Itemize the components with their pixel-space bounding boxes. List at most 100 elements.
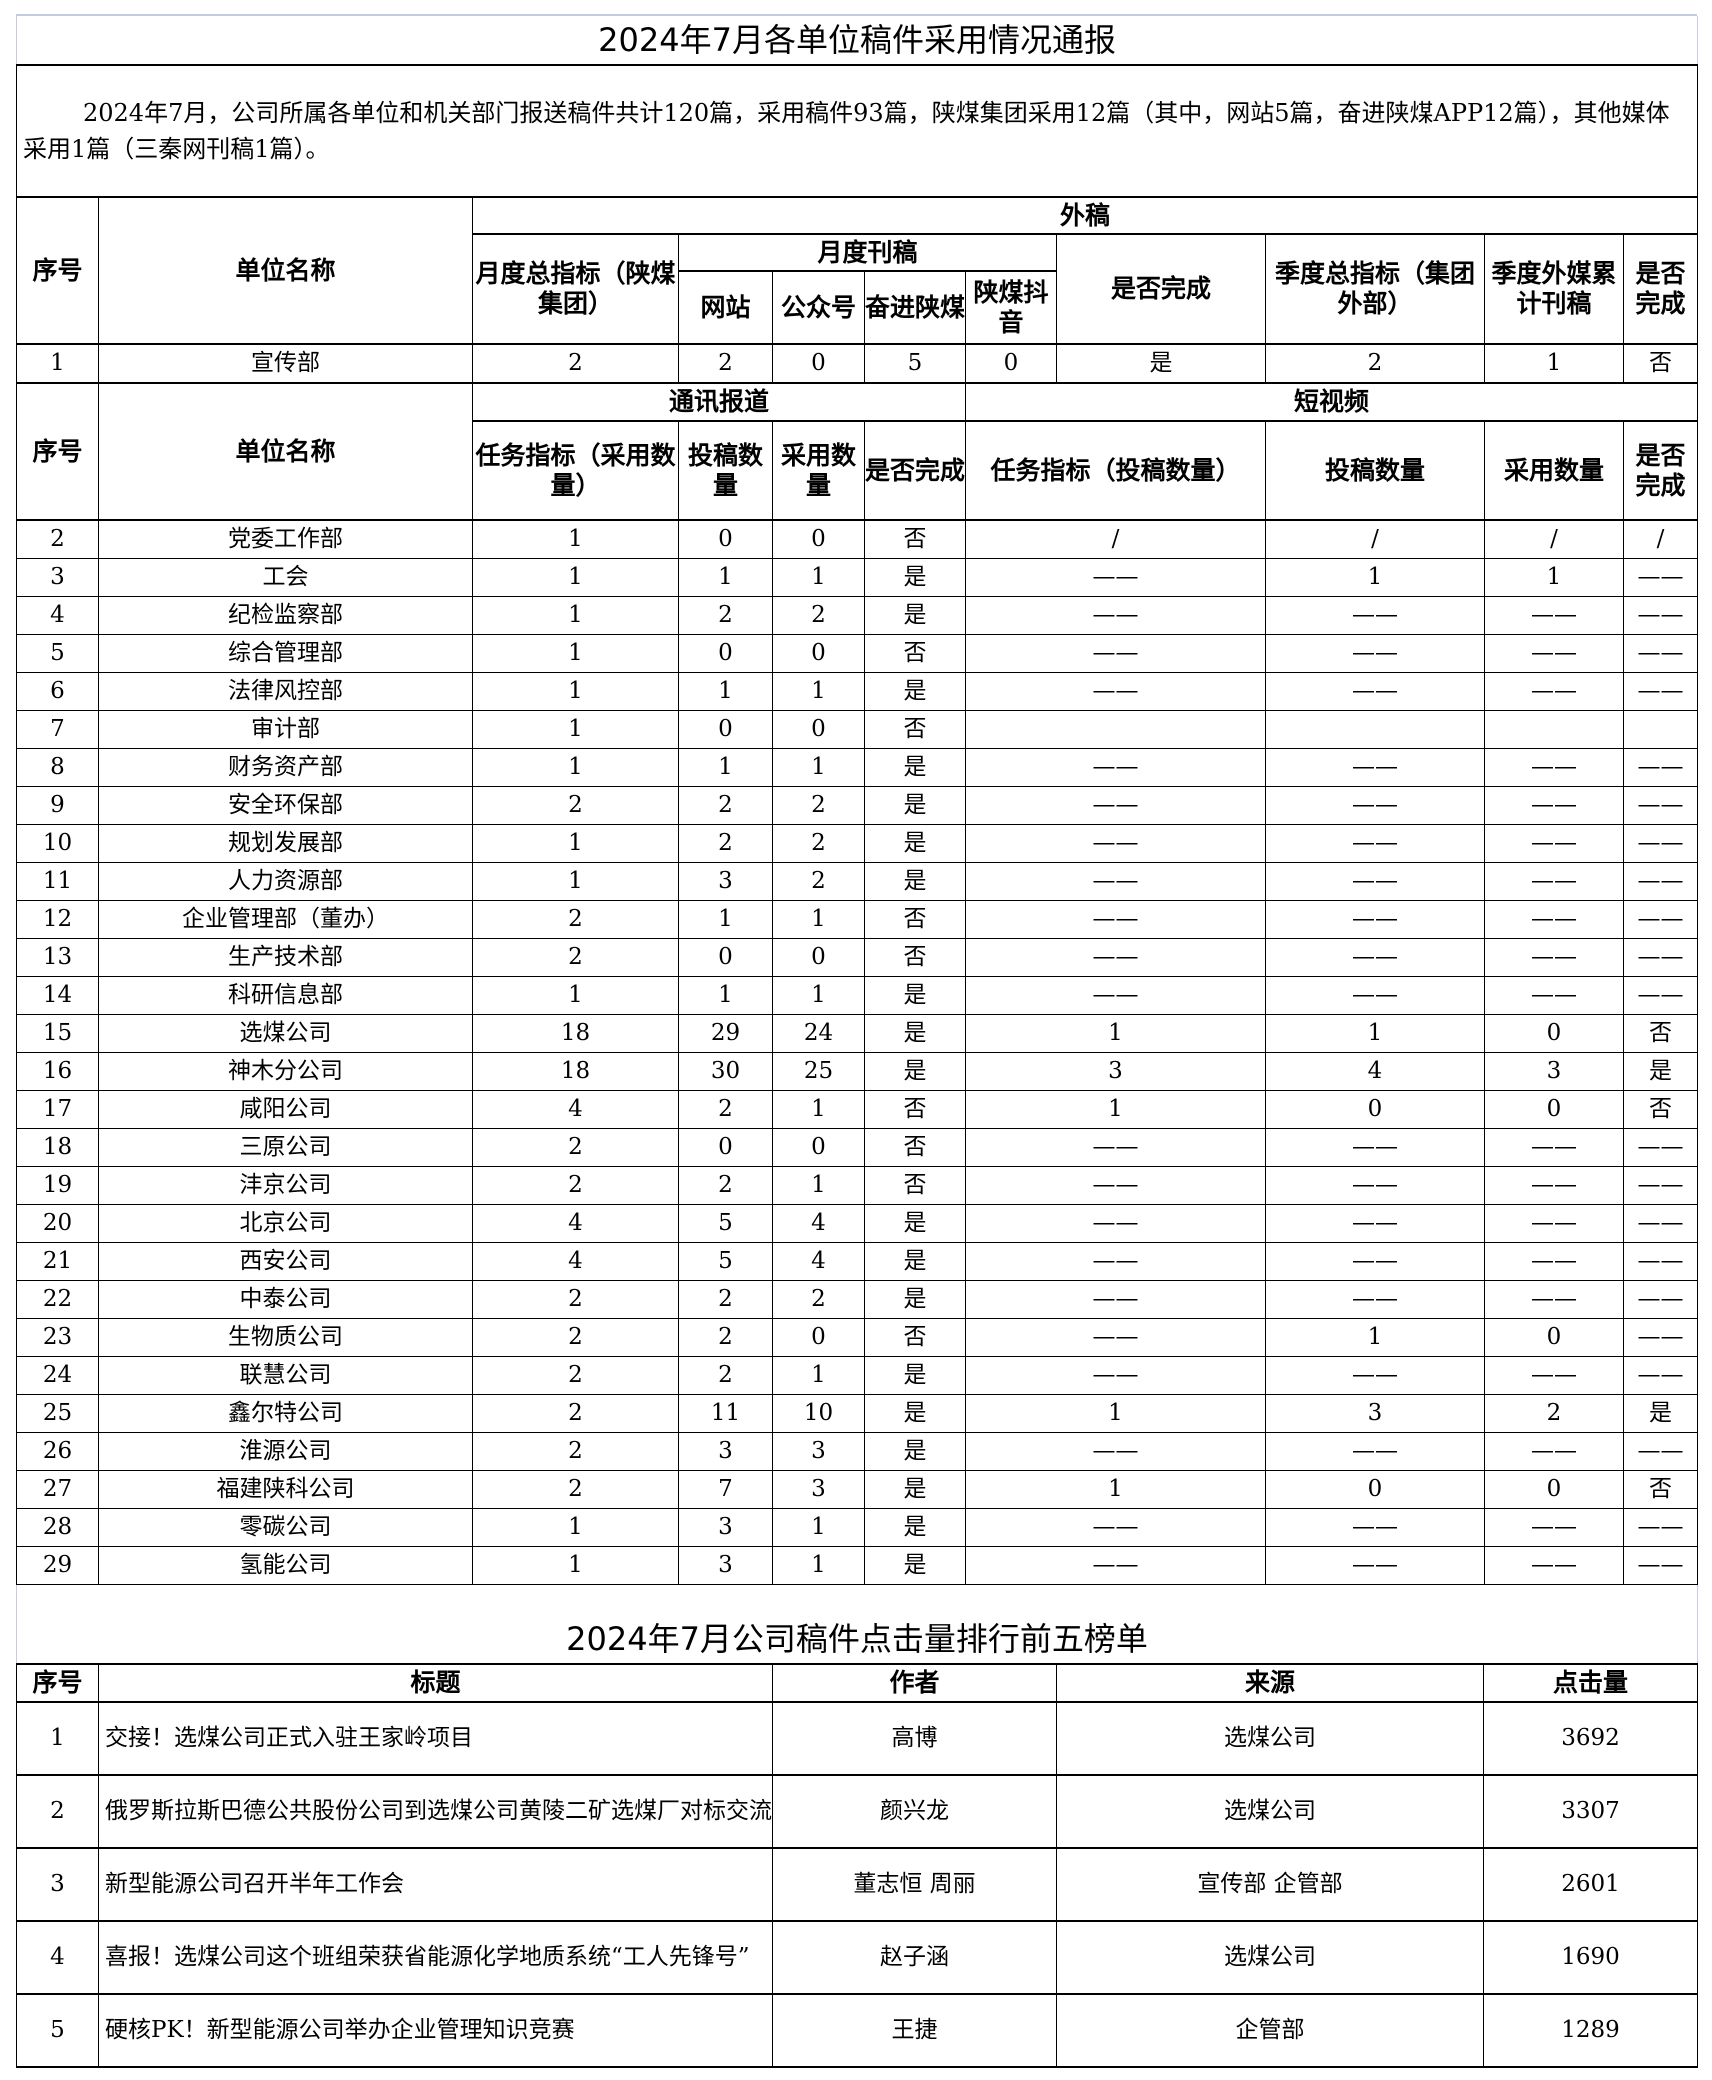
cell-video-submitted — [1265, 710, 1485, 749]
cell-unit: 选煤公司 — [98, 1014, 473, 1053]
cell-index: 23 — [16, 1318, 99, 1357]
cell-news-completed: 是 — [864, 1204, 966, 1243]
cell-video-target: —— — [965, 1318, 1266, 1357]
table-row: 29 氢能公司 1 3 1 是 —— —— —— —— — [16, 1546, 1699, 1585]
cell-video-completed: —— — [1622, 1166, 1699, 1205]
cell-video-submitted: —— — [1265, 1242, 1485, 1281]
cell-fenjin-app: 5 — [864, 343, 966, 384]
cell-video-completed: —— — [1622, 824, 1699, 863]
cell-news-adopted: 1 — [772, 748, 865, 787]
cell-unit: 安全环保部 — [98, 786, 473, 825]
cell-unit: 沣京公司 — [98, 1166, 473, 1205]
table-row: 24 联慧公司 2 2 1 是 —— —— —— —— — [16, 1356, 1699, 1395]
cell-news-completed: 是 — [864, 558, 966, 597]
cell-unit: 生物质公司 — [98, 1318, 473, 1357]
cell-title: 硬核PK！新型能源公司举办企业管理知识竞赛 — [98, 1993, 773, 2068]
cell-news-target: 1 — [472, 558, 679, 597]
table-row: 3 工会 1 1 1 是 —— 1 1 —— — [16, 558, 1699, 597]
cell-news-submitted: 29 — [678, 1014, 773, 1053]
cell-video-submitted: —— — [1265, 1128, 1485, 1167]
table-row: 7 审计部 1 0 0 否 — [16, 710, 1699, 749]
cell-index: 5 — [16, 1993, 99, 2068]
cell-index: 4 — [16, 596, 99, 635]
cell-index: 6 — [16, 672, 99, 711]
cell-news-submitted: 3 — [678, 862, 773, 901]
cell-video-submitted: —— — [1265, 862, 1485, 901]
cell-index: 25 — [16, 1394, 99, 1433]
cell-news-adopted: 0 — [772, 710, 865, 749]
cell-video-completed: —— — [1622, 596, 1699, 635]
cell-clicks: 2601 — [1482, 1847, 1699, 1922]
cell-video-target: —— — [965, 1128, 1266, 1167]
cell-news-adopted: 24 — [772, 1014, 865, 1053]
cell-unit: 零碳公司 — [98, 1508, 473, 1547]
cell-news-adopted: 0 — [772, 634, 865, 673]
cell-video-completed: —— — [1622, 1128, 1699, 1167]
cell-news-target: 1 — [472, 1546, 679, 1585]
cell-news-submitted: 2 — [678, 1280, 773, 1319]
ranking-row: 2 俄罗斯拉斯巴德公共股份公司到选煤公司黄陵二矿选煤厂对标交流 颜兴龙 选煤公司 330… — [16, 1774, 1699, 1849]
cell-source: 选煤公司 — [1056, 1920, 1484, 1995]
cell-news-completed: 否 — [864, 900, 966, 939]
cell-news-adopted: 1 — [772, 1356, 865, 1395]
cell-index: 14 — [16, 976, 99, 1015]
cell-news-adopted: 0 — [772, 1318, 865, 1357]
cell-news-submitted: 1 — [678, 900, 773, 939]
cell-video-submitted: —— — [1265, 976, 1485, 1015]
cell-unit: 氢能公司 — [98, 1546, 473, 1585]
cell-video-adopted — [1484, 710, 1624, 749]
cell-news-target: 4 — [472, 1204, 679, 1243]
cell-news-adopted: 2 — [772, 1280, 865, 1319]
cell-video-adopted: —— — [1484, 1166, 1624, 1205]
cell-completed: 是 — [1056, 343, 1266, 384]
cell-unit: 西安公司 — [98, 1242, 473, 1281]
header-video-submitted: 投稿数量 — [1265, 420, 1485, 521]
header-clicks: 点击量 — [1482, 1663, 1699, 1703]
cell-news-completed: 是 — [864, 1546, 966, 1585]
cell-index: 11 — [16, 862, 99, 901]
cell-author: 赵子涵 — [772, 1920, 1057, 1995]
cell-news-submitted: 0 — [678, 938, 773, 977]
cell-source: 选煤公司 — [1056, 1701, 1484, 1776]
cell-video-completed — [1622, 710, 1699, 749]
cell-monthly-target: 2 — [472, 343, 679, 384]
cell-unit: 科研信息部 — [98, 976, 473, 1015]
cell-video-submitted: —— — [1265, 1204, 1485, 1243]
cell-video-target: 1 — [965, 1090, 1266, 1129]
header-douyin: 陕煤抖音 — [965, 270, 1057, 345]
cell-quarter-completed: 否 — [1622, 343, 1699, 384]
cell-video-adopted: —— — [1484, 1204, 1624, 1243]
header-unit-2: 单位名称 — [98, 382, 473, 521]
header-wechat: 公众号 — [772, 270, 865, 345]
cell-news-submitted: 1 — [678, 976, 773, 1015]
cell-title: 俄罗斯拉斯巴德公共股份公司到选煤公司黄陵二矿选煤厂对标交流 — [98, 1774, 773, 1849]
header-external: 外稿 — [471, 196, 1699, 235]
cell-website: 2 — [678, 343, 773, 384]
cell-video-completed: —— — [1622, 1318, 1699, 1357]
header-unit: 单位名称 — [98, 196, 473, 345]
cell-news-completed: 否 — [864, 1318, 966, 1357]
cell-index: 9 — [16, 786, 99, 825]
header-monthly-target: 月度总指标（陕煤集团） — [472, 233, 679, 345]
cell-index: 15 — [16, 1014, 99, 1053]
cell-video-target: —— — [965, 862, 1266, 901]
cell-index: 24 — [16, 1356, 99, 1395]
cell-video-target: —— — [965, 634, 1266, 673]
header-fenjin-app: 奋进陕煤 — [864, 270, 966, 345]
cell-video-submitted: —— — [1265, 1280, 1485, 1319]
cell-wechat: 0 — [772, 343, 865, 384]
cell-index: 21 — [16, 1242, 99, 1281]
cell-news-submitted: 2 — [678, 1090, 773, 1129]
cell-video-target: —— — [965, 786, 1266, 825]
cell-index: 1 — [16, 1701, 99, 1776]
cell-news-submitted: 30 — [678, 1052, 773, 1091]
cell-video-adopted: —— — [1484, 824, 1624, 863]
cell-unit: 企业管理部（董办） — [98, 900, 473, 939]
header-video: 短视频 — [964, 382, 1699, 422]
cell-video-target: —— — [965, 748, 1266, 787]
ranking-row: 3 新型能源公司召开半年工作会 董志恒 周丽 宣传部 企管部 2601 — [16, 1847, 1699, 1922]
cell-video-submitted: —— — [1265, 1546, 1485, 1585]
cell-video-target: —— — [965, 1242, 1266, 1281]
cell-index: 8 — [16, 748, 99, 787]
cell-news-completed: 是 — [864, 1432, 966, 1471]
